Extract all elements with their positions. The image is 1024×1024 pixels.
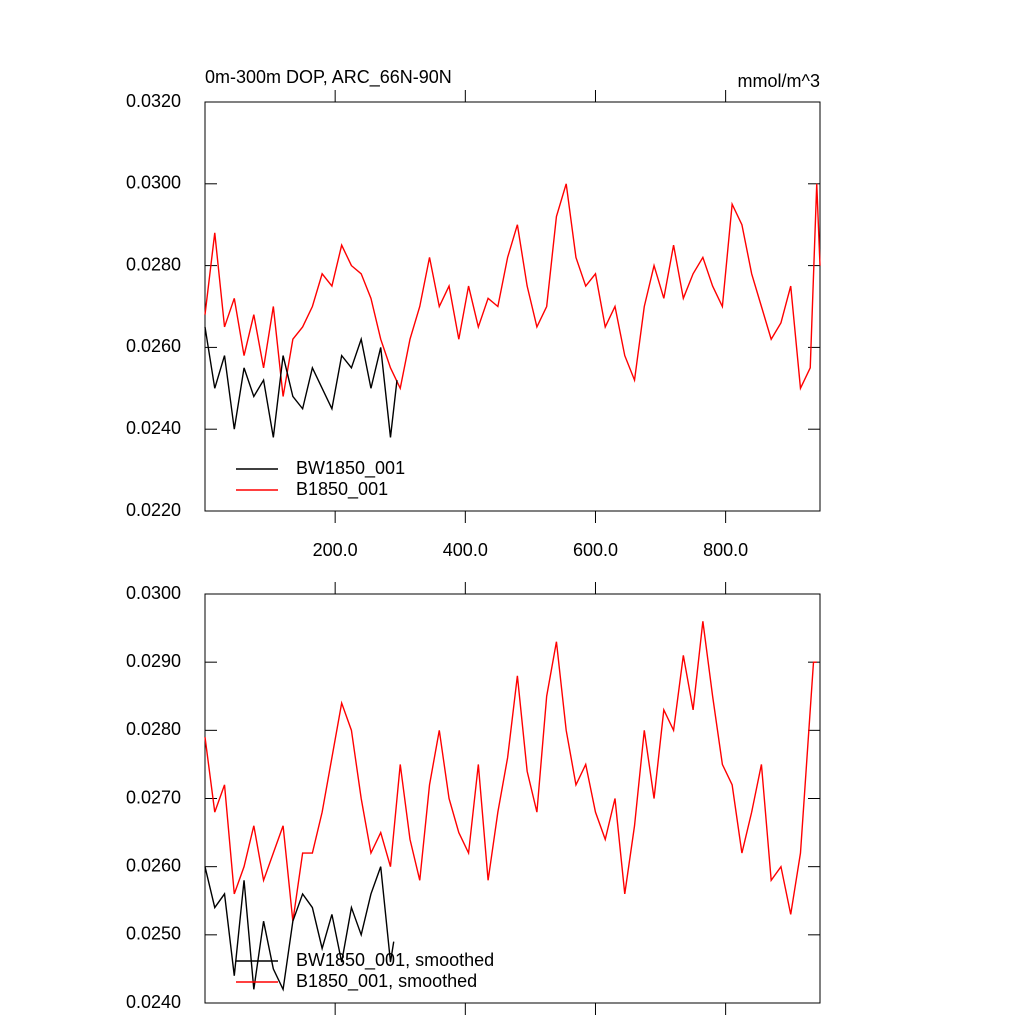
chart-title: 0m-300m DOP, ARC_66N-90N: [205, 67, 452, 88]
y-tick-label: 0.0240: [126, 418, 181, 438]
y-tick-label: 0.0270: [126, 787, 181, 807]
units-label: mmol/m^3: [738, 71, 820, 91]
legend-label: BW1850_001, smoothed: [296, 950, 494, 971]
x-tick-label: 800.0: [703, 540, 748, 560]
y-tick-label: 0.0300: [126, 173, 181, 193]
y-tick-label: 0.0280: [126, 719, 181, 739]
y-tick-label: 0.0290: [126, 651, 181, 671]
y-tick-label: 0.0320: [126, 91, 181, 111]
x-tick-label: 200.0: [313, 540, 358, 560]
legend-label: B1850_001: [296, 479, 388, 500]
y-tick-label: 0.0300: [126, 583, 181, 603]
y-tick-label: 0.0260: [126, 855, 181, 875]
y-tick-label: 0.0220: [126, 500, 181, 520]
y-tick-label: 0.0240: [126, 992, 181, 1012]
series-line: [204, 183, 821, 397]
legend-label: BW1850_001: [296, 458, 405, 479]
x-tick-label: 400.0: [443, 540, 488, 560]
plot-frame: [204, 101, 821, 512]
x-tick-label: 600.0: [573, 540, 618, 560]
y-tick-label: 0.0250: [126, 924, 181, 944]
plot-frame: [204, 593, 821, 1004]
series-line: [204, 866, 395, 992]
y-tick-label: 0.0280: [126, 254, 181, 274]
legend-label: B1850_001, smoothed: [296, 971, 477, 992]
y-tick-label: 0.0260: [126, 336, 181, 356]
series-line: [204, 326, 398, 438]
series-line: [204, 621, 817, 922]
